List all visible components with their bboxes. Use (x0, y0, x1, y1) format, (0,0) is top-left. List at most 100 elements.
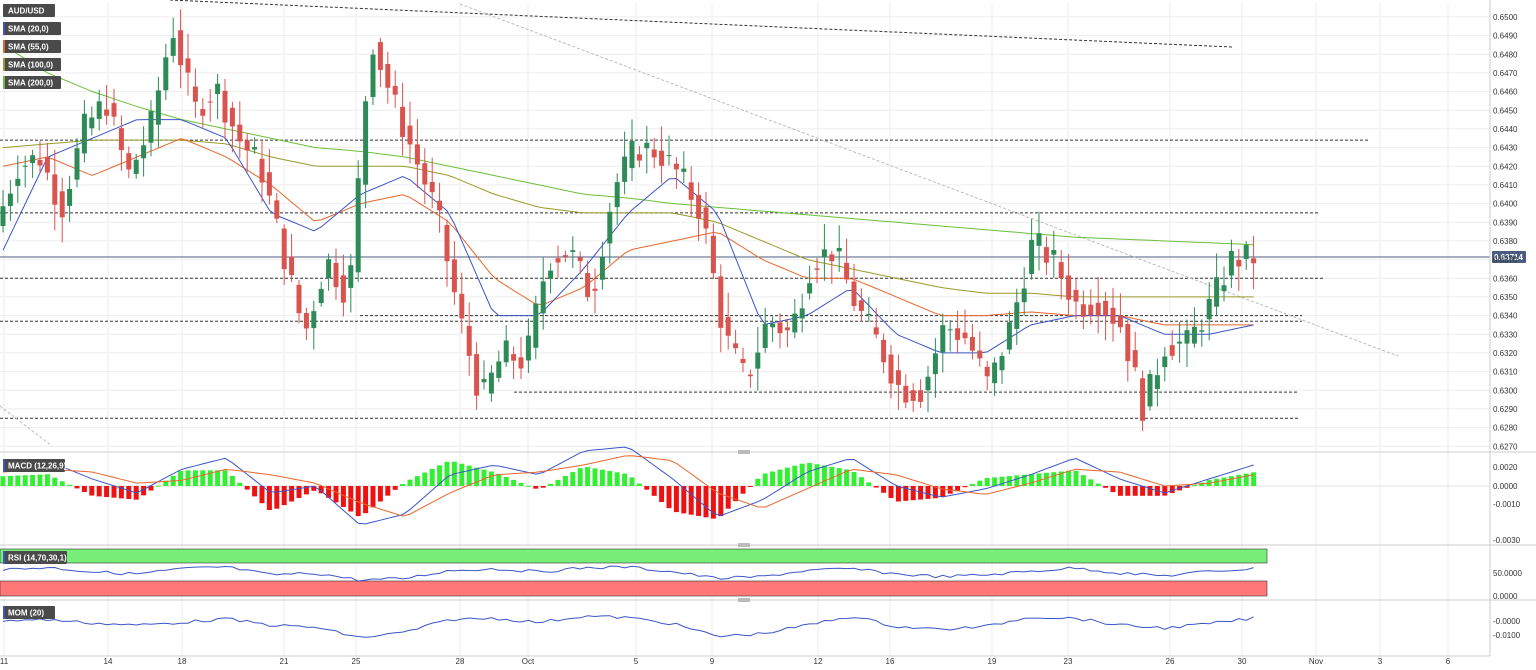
candle-body (37, 159, 43, 166)
mom-tick-label: -0.0100 (1493, 631, 1521, 640)
x-tick-label: 5 (634, 657, 639, 666)
macd-tag-swatch (3, 459, 5, 472)
candle-body (377, 42, 383, 70)
macd-histogram-bar (518, 482, 524, 486)
sma-tag-label: SMA (20,0) (8, 25, 49, 34)
macd-tag-label: MACD (12,26,9) (8, 462, 67, 471)
trend-lines (0, 0, 1399, 447)
candle-body (903, 385, 909, 403)
candle-body (977, 350, 983, 359)
x-tick-label: 28 (456, 657, 465, 666)
macd-histogram-bar (636, 483, 642, 486)
y-tick-label: 0.6480 (1493, 50, 1518, 59)
macd-histogram-bar (1125, 486, 1131, 496)
candle-body (636, 154, 642, 161)
candle-body (22, 165, 28, 167)
macd-histogram-bar (1140, 486, 1146, 496)
candle-body (1125, 324, 1131, 362)
sma-tag-swatch (3, 40, 5, 53)
macd-histogram-bar (96, 486, 102, 497)
y-tick-label: 0.6490 (1493, 32, 1518, 41)
x-tick-label: 12 (814, 657, 823, 666)
candle-body (52, 174, 58, 205)
macd-histogram-bar (925, 486, 931, 499)
x-tick-label: 23 (1064, 657, 1073, 666)
macd-histogram-bar (422, 472, 428, 486)
macd-histogram-bar (999, 476, 1005, 486)
sma-tag-box (3, 76, 61, 89)
macd-histogram-bar (807, 462, 813, 486)
horizontal-levels (0, 139, 1490, 419)
candle-body (511, 354, 517, 361)
candle-body (518, 357, 524, 369)
macd-tick-label: -0.0010 (1493, 500, 1521, 509)
macd-histogram-bar (155, 485, 161, 487)
macd-histogram-bar (481, 469, 487, 486)
macd-histogram-bar (895, 486, 901, 502)
candle-body (829, 254, 835, 262)
candle-body (1051, 250, 1057, 255)
candle-body (932, 353, 938, 375)
candle-body (200, 109, 206, 116)
candle-body (1140, 378, 1146, 421)
macd-histogram-bar (762, 473, 768, 486)
macd-histogram-bar (777, 469, 783, 486)
macd-histogram-bar (562, 476, 568, 486)
macd-histogram-bar (644, 486, 650, 490)
y-tick-label: 0.6290 (1493, 405, 1518, 414)
candle-body (1073, 289, 1079, 302)
candle-body (163, 57, 169, 91)
y-tick-label: 0.6390 (1493, 218, 1518, 227)
macd-histogram-bar (0, 476, 6, 486)
candle-body (881, 339, 887, 363)
candle-body (969, 337, 975, 351)
y-tick-label: 0.6460 (1493, 88, 1518, 97)
candle-body (444, 225, 450, 262)
macd-histogram-bar (126, 486, 132, 500)
candle-body (592, 288, 598, 291)
candle-body (1154, 375, 1160, 389)
y-tick-label: 0.6400 (1493, 200, 1518, 209)
rsi-tag-swatch (3, 551, 5, 564)
candle-body (141, 145, 147, 159)
y-tick-label: 0.6340 (1493, 312, 1518, 321)
macd-histogram-bar (141, 486, 147, 496)
macd-histogram-bar (1117, 486, 1123, 496)
macd-histogram-bar (725, 486, 731, 509)
candle-body (89, 117, 95, 129)
candle-body (1177, 341, 1183, 344)
y-tick-label: 0.6420 (1493, 162, 1518, 171)
macd-histogram-bar (67, 484, 73, 486)
candle-body (466, 325, 472, 356)
candle-body (836, 248, 842, 252)
y-tick-label: 0.6380 (1493, 237, 1518, 246)
candle-body (866, 313, 872, 315)
macd-histogram-bar (1132, 486, 1138, 496)
macd-histogram-bar (259, 486, 265, 504)
candle-body (747, 374, 753, 377)
mom-tag-label: MOM (20) (8, 609, 44, 618)
candle-body (259, 158, 265, 183)
candle-body (318, 288, 324, 304)
candle-body (577, 257, 583, 262)
macd-histogram-bar (429, 468, 435, 486)
candle-body (81, 113, 87, 154)
macd-histogram-bar (252, 486, 258, 497)
candle-body (925, 376, 931, 391)
candle-body (1103, 300, 1109, 316)
macd-histogram-bar (740, 486, 746, 494)
macd-histogram-bar (1199, 482, 1205, 486)
sma-100-line (2, 139, 1254, 298)
candle-body (525, 335, 531, 361)
trend-line-minor (459, 3, 1399, 357)
candle-body (614, 182, 620, 208)
candle-body (192, 86, 198, 102)
candle-body (385, 64, 391, 88)
macd-histogram-bar (918, 486, 924, 500)
candle-body (311, 311, 317, 329)
candle-body (1058, 262, 1064, 279)
candle-body (96, 101, 102, 119)
macd-histogram-bar (385, 486, 391, 496)
macd-histogram-bar (792, 465, 798, 486)
candle-body (178, 30, 184, 66)
